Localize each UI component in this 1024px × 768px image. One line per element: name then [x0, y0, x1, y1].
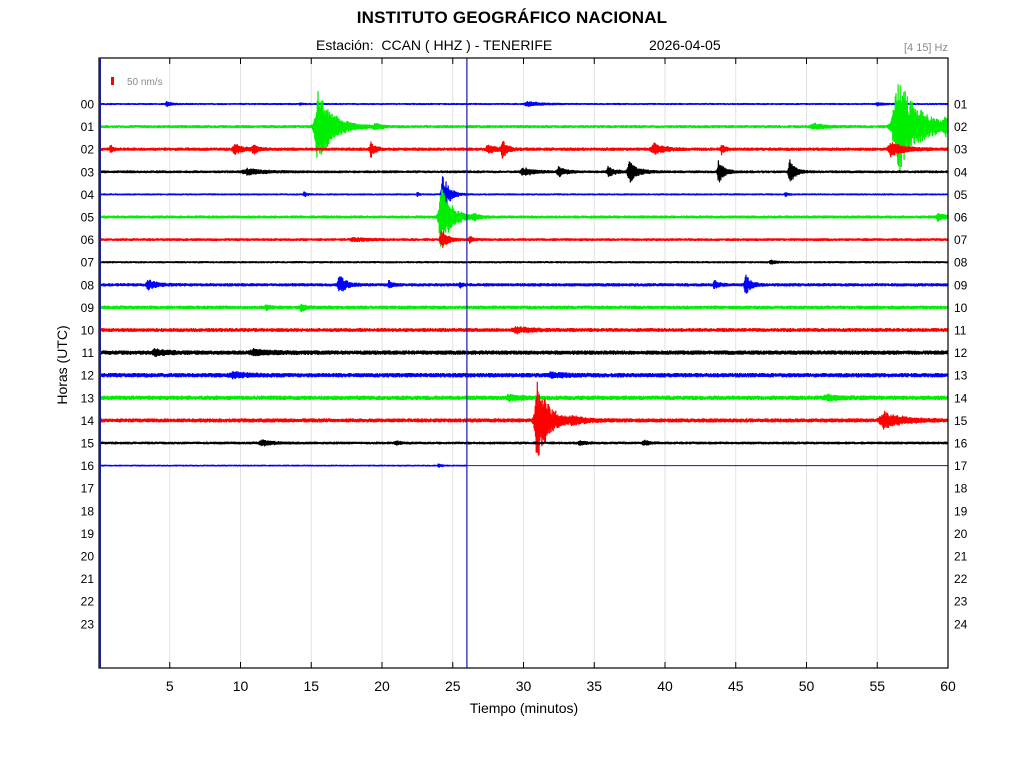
hour-label-right: 22: [954, 572, 968, 586]
hour-label-right: 23: [954, 595, 968, 609]
x-tick-label: 60: [940, 678, 956, 694]
trace-hour-5: [98, 188, 949, 247]
x-tick-label: 40: [657, 678, 673, 694]
hour-label-left: 04: [81, 188, 95, 202]
x-tick-label: 20: [374, 678, 390, 694]
hour-label-left: 13: [81, 391, 95, 405]
trace-hour-15: [98, 439, 949, 447]
chart-date: 2026-04-05: [649, 37, 721, 53]
hour-label-left: 05: [81, 211, 95, 225]
trace-hour-16: [98, 463, 468, 468]
hour-label-left: 14: [81, 414, 95, 428]
hour-label-right: 04: [954, 165, 968, 179]
x-tick-label: 45: [728, 678, 744, 694]
hour-label-left: 23: [81, 617, 95, 631]
trace-hour-4: [98, 176, 949, 212]
hour-label-right: 21: [954, 550, 968, 564]
hour-label-left: 06: [81, 233, 95, 247]
x-tick-label: 55: [869, 678, 885, 694]
chart-title: INSTITUTO GEOGRÁFICO NACIONAL: [356, 8, 668, 27]
trace-hour-9: [98, 304, 949, 313]
hour-label-left: 11: [82, 346, 95, 360]
hour-label-right: 24: [954, 617, 968, 631]
hour-label-left: 22: [81, 595, 95, 609]
station-info: Estación: CCAN ( HHZ ) - TENERIFE: [316, 37, 553, 53]
trace-hour-0: [98, 101, 949, 107]
x-tick-label: 15: [303, 678, 319, 694]
hour-label-left: 20: [81, 550, 95, 564]
hour-label-left: 10: [81, 324, 95, 338]
hour-label-left: 07: [81, 256, 95, 270]
hour-label-left: 17: [81, 482, 95, 496]
hour-label-right: 09: [954, 278, 968, 292]
x-axis-ticks: 5 10 15 20 25 30 35 40 45 50 55 60: [166, 58, 956, 694]
scale-bar-label: 50 nm/s: [127, 77, 163, 88]
trace-hour-6: [98, 230, 949, 248]
trace-hour-11: [98, 348, 949, 358]
hour-label-left: 15: [81, 437, 95, 451]
filter-band: [4 15] Hz: [903, 42, 948, 54]
trace-hour-13: [98, 393, 949, 403]
x-tick-label: 5: [166, 678, 174, 694]
hour-label-left: 18: [81, 504, 95, 518]
hour-label-left: 03: [81, 165, 95, 179]
hour-label-right: 12: [954, 346, 968, 360]
hour-label-left: 00: [81, 98, 95, 112]
hour-label-right: 02: [954, 120, 968, 134]
hour-label-left: 08: [81, 278, 95, 292]
hour-label-right: 18: [954, 482, 968, 496]
x-tick-label: 35: [586, 678, 602, 694]
x-axis-label: Tiempo (minutos): [469, 700, 579, 716]
trace-hour-12: [98, 371, 949, 380]
hour-label-left: 02: [81, 143, 95, 157]
hour-label-right: 19: [954, 504, 968, 518]
x-tick-label: 30: [516, 678, 532, 694]
hour-label-right: 05: [954, 188, 968, 202]
seismic-traces: [98, 58, 949, 668]
hour-label-left: 09: [81, 301, 95, 315]
hour-label-right: 16: [954, 437, 968, 451]
hour-label-right: 11: [954, 324, 967, 338]
hour-label-right: 15: [954, 414, 968, 428]
hour-label-right: 14: [954, 391, 968, 405]
scale-bar: 50 nm/s: [111, 77, 163, 88]
grid-lines: [169, 58, 878, 668]
scale-bar-mark: [111, 77, 114, 85]
trace-hour-7: [98, 259, 949, 265]
hour-label-left: 19: [81, 527, 95, 541]
x-tick-label: 50: [799, 678, 815, 694]
hour-label-right: 17: [954, 459, 968, 473]
hour-labels: 00 01 02 03 04 05 06 07 08 09 10 11 12 13 14 15 16 17 18 19…: [81, 98, 968, 632]
hour-label-right: 20: [954, 527, 968, 541]
trace-hour-2: [98, 140, 949, 159]
trace-hour-10: [98, 326, 949, 335]
trace-hour-8: [98, 274, 949, 294]
hour-label-right: 13: [954, 369, 968, 383]
trace-hour-3: [98, 159, 949, 183]
hour-label-left: 12: [81, 369, 95, 383]
hour-label-left: 01: [81, 120, 95, 134]
hour-label-right: 01: [954, 98, 968, 112]
hour-label-left: 21: [81, 572, 95, 586]
trace-hour-1: [98, 84, 949, 173]
x-tick-label: 25: [445, 678, 461, 694]
hour-label-right: 10: [954, 301, 968, 315]
hour-label-right: 06: [954, 211, 968, 225]
hour-label-left: 16: [81, 459, 95, 473]
hour-label-right: 07: [954, 233, 968, 247]
trace-hour-14: [98, 381, 949, 456]
x-tick-label: 10: [233, 678, 249, 694]
hour-label-right: 03: [954, 143, 968, 157]
hour-label-right: 08: [954, 256, 968, 270]
